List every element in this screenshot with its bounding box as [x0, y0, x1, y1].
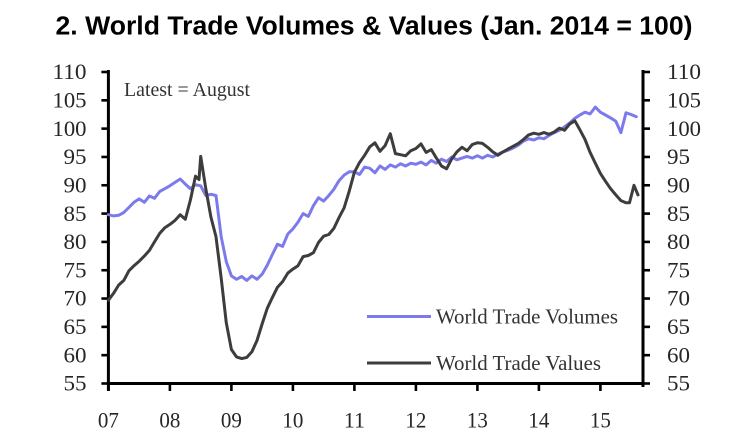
svg-text:08: 08: [159, 408, 180, 433]
svg-text:65: 65: [64, 314, 87, 339]
svg-text:60: 60: [64, 342, 87, 367]
svg-text:75: 75: [667, 257, 690, 282]
svg-text:70: 70: [667, 286, 690, 311]
svg-text:65: 65: [667, 314, 690, 339]
svg-text:World Trade Volumes: World Trade Volumes: [436, 305, 618, 329]
svg-text:105: 105: [667, 88, 701, 113]
svg-text:90: 90: [667, 173, 690, 198]
svg-text:2. World Trade Volumes & Value: 2. World Trade Volumes & Values (Jan. 20…: [56, 13, 693, 41]
svg-text:95: 95: [64, 144, 87, 169]
svg-text:105: 105: [53, 88, 87, 113]
svg-text:75: 75: [64, 257, 87, 282]
svg-text:15: 15: [590, 408, 611, 433]
svg-text:12: 12: [405, 408, 426, 433]
svg-text:07: 07: [98, 408, 119, 433]
svg-text:95: 95: [667, 144, 690, 169]
svg-text:90: 90: [64, 173, 87, 198]
svg-text:100: 100: [53, 116, 87, 141]
svg-text:13: 13: [467, 408, 488, 433]
svg-text:55: 55: [64, 371, 87, 396]
svg-text:Latest = August: Latest = August: [124, 79, 250, 101]
svg-text:80: 80: [667, 229, 690, 254]
svg-text:85: 85: [64, 201, 87, 226]
svg-text:60: 60: [667, 342, 690, 367]
svg-text:11: 11: [344, 408, 365, 433]
svg-text:70: 70: [64, 286, 87, 311]
svg-text:14: 14: [528, 408, 549, 433]
svg-text:10: 10: [282, 408, 303, 433]
svg-text:World Trade Values: World Trade Values: [436, 351, 601, 375]
svg-text:110: 110: [53, 59, 87, 84]
svg-text:100: 100: [667, 116, 701, 141]
svg-text:55: 55: [667, 371, 690, 396]
svg-text:110: 110: [667, 59, 701, 84]
svg-text:09: 09: [221, 408, 242, 433]
svg-text:80: 80: [64, 229, 87, 254]
svg-text:85: 85: [667, 201, 690, 226]
